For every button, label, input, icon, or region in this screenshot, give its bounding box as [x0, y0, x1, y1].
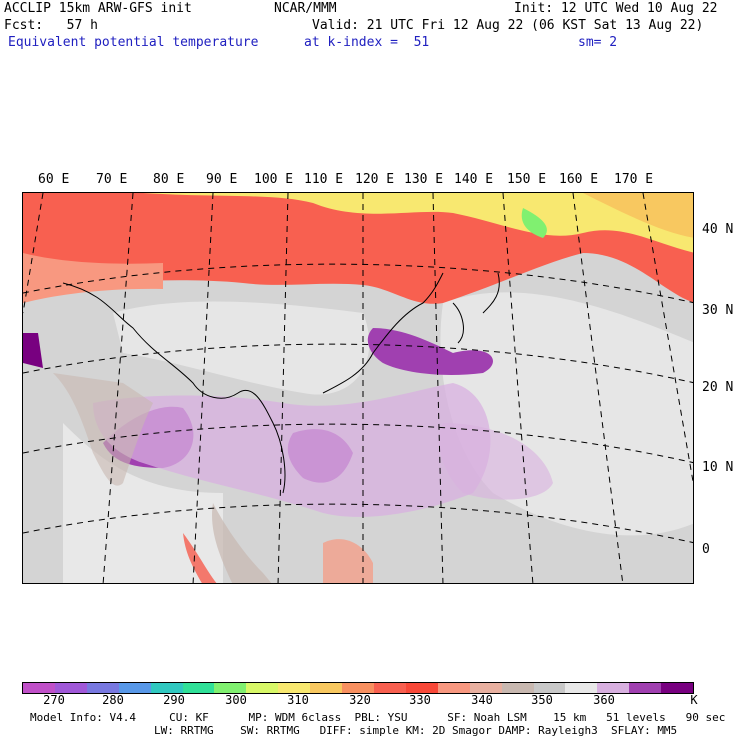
- lon-label: 80 E: [153, 172, 185, 187]
- field-name: Equivalent potential temperature: [8, 35, 259, 50]
- colorbar-tick-label: 320: [349, 693, 371, 707]
- colorbar-swatch: [150, 683, 183, 693]
- colorbar-swatch: [661, 683, 694, 693]
- lon-label: 90 E: [206, 172, 238, 187]
- colorbar-swatch: [405, 683, 438, 693]
- lon-label: 160 E: [559, 172, 599, 187]
- colorbar-tick-label: 330: [409, 693, 431, 707]
- lon-label: 130 E: [404, 172, 444, 187]
- colorbar-tick-label: 290: [163, 693, 185, 707]
- smoothing-label: sm= 2: [578, 35, 618, 50]
- graticule: [23, 193, 693, 583]
- colorbar-swatch: [342, 683, 374, 693]
- colorbar-swatch: [118, 683, 151, 693]
- india-landmass: [53, 373, 153, 486]
- colorbar-swatch: [501, 683, 534, 693]
- model-info-line: Model Info: V4.4 CU: KF MP: WDM 6class P…: [30, 711, 726, 724]
- lon-label: 70 E: [96, 172, 128, 187]
- east-china-convection: [367, 328, 493, 375]
- colorbar-swatch: [629, 683, 662, 693]
- borneo-landmass: [323, 539, 373, 583]
- model-title: ACCLIP 15km ARW-GFS init: [4, 1, 192, 16]
- colorbar-swatch: [437, 683, 470, 693]
- colorbar-swatch: [373, 683, 406, 693]
- lon-label: 60 E: [38, 172, 70, 187]
- colorbar-tick-label: 280: [102, 693, 124, 707]
- physics-info-line: LW: RRTMG SW: RRTMG DIFF: simple KM: 2D …: [154, 724, 678, 737]
- colorbar-swatch: [23, 683, 55, 693]
- institution-label: NCAR/MMM: [274, 1, 337, 16]
- lon-label: 170 E: [614, 172, 654, 187]
- theta-e-map: [22, 192, 694, 584]
- valid-time: Valid: 21 UTC Fri 12 Aug 22 (06 KST Sat …: [312, 18, 704, 33]
- colorbar-swatch: [86, 683, 119, 693]
- green-cold-spot: [521, 208, 547, 238]
- colorbar-swatch: [246, 683, 279, 693]
- lon-label: 100 E: [254, 172, 294, 187]
- colorbar-tick-label: 300: [225, 693, 247, 707]
- lat-label: 40 N: [702, 222, 734, 237]
- colorbar-swatch: [310, 683, 343, 693]
- lat-label: 10 N: [702, 460, 734, 475]
- colorbar-swatch: [469, 683, 502, 693]
- tibet-light-region: [113, 301, 370, 395]
- colorbar-tick-label: 350: [531, 693, 553, 707]
- colorbar-swatch: [565, 683, 598, 693]
- colorbar-swatch: [182, 683, 215, 693]
- colorbar-swatch: [533, 683, 566, 693]
- colorbar-tick-label: 340: [471, 693, 493, 707]
- north-yellow-band: [23, 193, 693, 253]
- lon-label: 120 E: [355, 172, 395, 187]
- west-edge-convection: [23, 333, 43, 368]
- lat-label: 0: [702, 542, 710, 557]
- lon-label: 150 E: [507, 172, 547, 187]
- colorbar: [22, 682, 694, 694]
- lat-label: 30 N: [702, 303, 734, 318]
- map-svg: [23, 193, 693, 583]
- colorbar-tick-label: 360: [593, 693, 615, 707]
- colorbar-swatch: [597, 683, 630, 693]
- sumatra-warm: [183, 533, 217, 583]
- k-index-label: at k-index = 51: [304, 35, 430, 50]
- init-time: Init: 12 UTC Wed 10 Aug 22: [514, 1, 718, 16]
- colorbar-tick-label: 270: [43, 693, 65, 707]
- colorbar-swatch: [214, 683, 247, 693]
- lon-label: 140 E: [454, 172, 494, 187]
- colorbar-unit: K: [690, 693, 698, 707]
- coastlines: [62, 272, 500, 494]
- colorbar-swatch: [54, 683, 87, 693]
- northeast-orange: [583, 193, 693, 238]
- lavender-region: [93, 383, 491, 517]
- west-salmon-band: [23, 253, 163, 303]
- colorbar-swatch: [278, 683, 311, 693]
- lon-label: 110 E: [304, 172, 344, 187]
- lat-label: 20 N: [702, 380, 734, 395]
- forecast-hour: Fcst: 57 h: [4, 18, 98, 33]
- malay-landmass: [212, 503, 272, 583]
- colorbar-tick-label: 310: [287, 693, 309, 707]
